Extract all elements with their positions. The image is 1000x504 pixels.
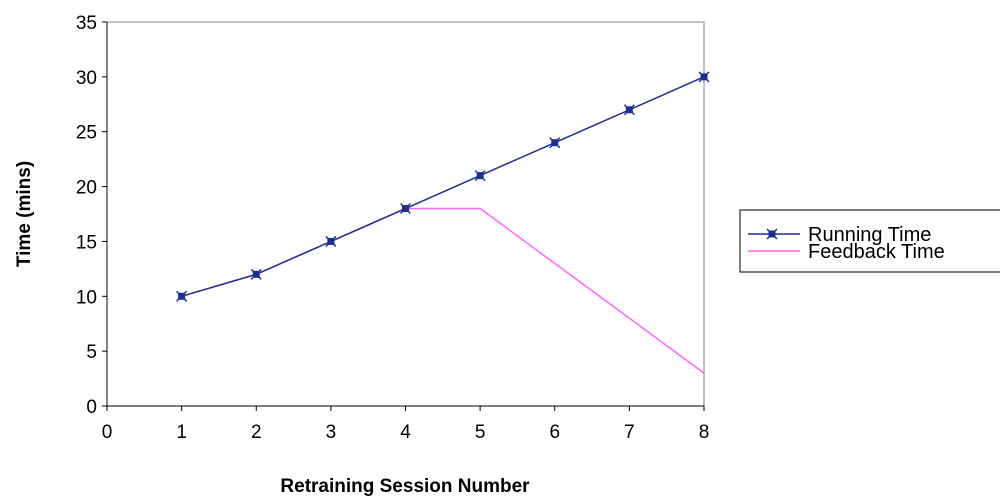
- data-point-running-time: [623, 104, 635, 116]
- x-tick-label: 0: [102, 422, 113, 443]
- axes: 0 5 10 15 20 25 30 35 0 1 2 3 4 5 6 7 8: [76, 13, 709, 443]
- legend-marker-running-time: [766, 228, 778, 240]
- x-tick-label: 3: [326, 422, 337, 443]
- x-tick-label: 1: [176, 422, 187, 443]
- series-line-running-time: [181, 76, 705, 298]
- legend: Running Time Feedback Time: [739, 209, 1000, 273]
- y-tick-label: 35: [76, 13, 97, 34]
- data-point-running-time: [549, 137, 561, 149]
- data-point-running-time: [698, 71, 710, 83]
- data-point-running-time: [176, 290, 188, 302]
- legend-label-running-time: Running Time: [808, 224, 931, 246]
- x-tick-label: 5: [475, 422, 486, 443]
- series-layer: [176, 71, 710, 374]
- y-tick-label: 5: [86, 342, 97, 363]
- y-tick-label: 20: [76, 178, 97, 199]
- legend-label-feedback-time: Feedback Time: [808, 241, 945, 263]
- data-point-running-time: [250, 268, 262, 280]
- y-tick-label: 0: [86, 397, 97, 418]
- legend-marker-star: [766, 228, 778, 240]
- y-tick-label: 30: [76, 68, 97, 89]
- x-tick-label: 4: [400, 422, 411, 443]
- x-tick-label: 6: [549, 422, 560, 443]
- data-point-running-time: [474, 170, 486, 182]
- y-tick-label: 15: [76, 232, 97, 253]
- x-tick-label: 2: [251, 422, 262, 443]
- legend-box: [739, 209, 1000, 273]
- y-tick-label: 10: [76, 287, 97, 308]
- x-axis-title: Retraining Session Number: [280, 476, 530, 497]
- y-axis-title: Time (mins): [14, 161, 35, 267]
- y-tick-label: 25: [76, 123, 97, 144]
- data-point-running-time: [399, 202, 412, 215]
- x-tick-label: 8: [699, 422, 710, 443]
- x-tick-label: 7: [624, 422, 635, 443]
- plot-area: [106, 21, 705, 407]
- data-point-running-time: [325, 235, 337, 247]
